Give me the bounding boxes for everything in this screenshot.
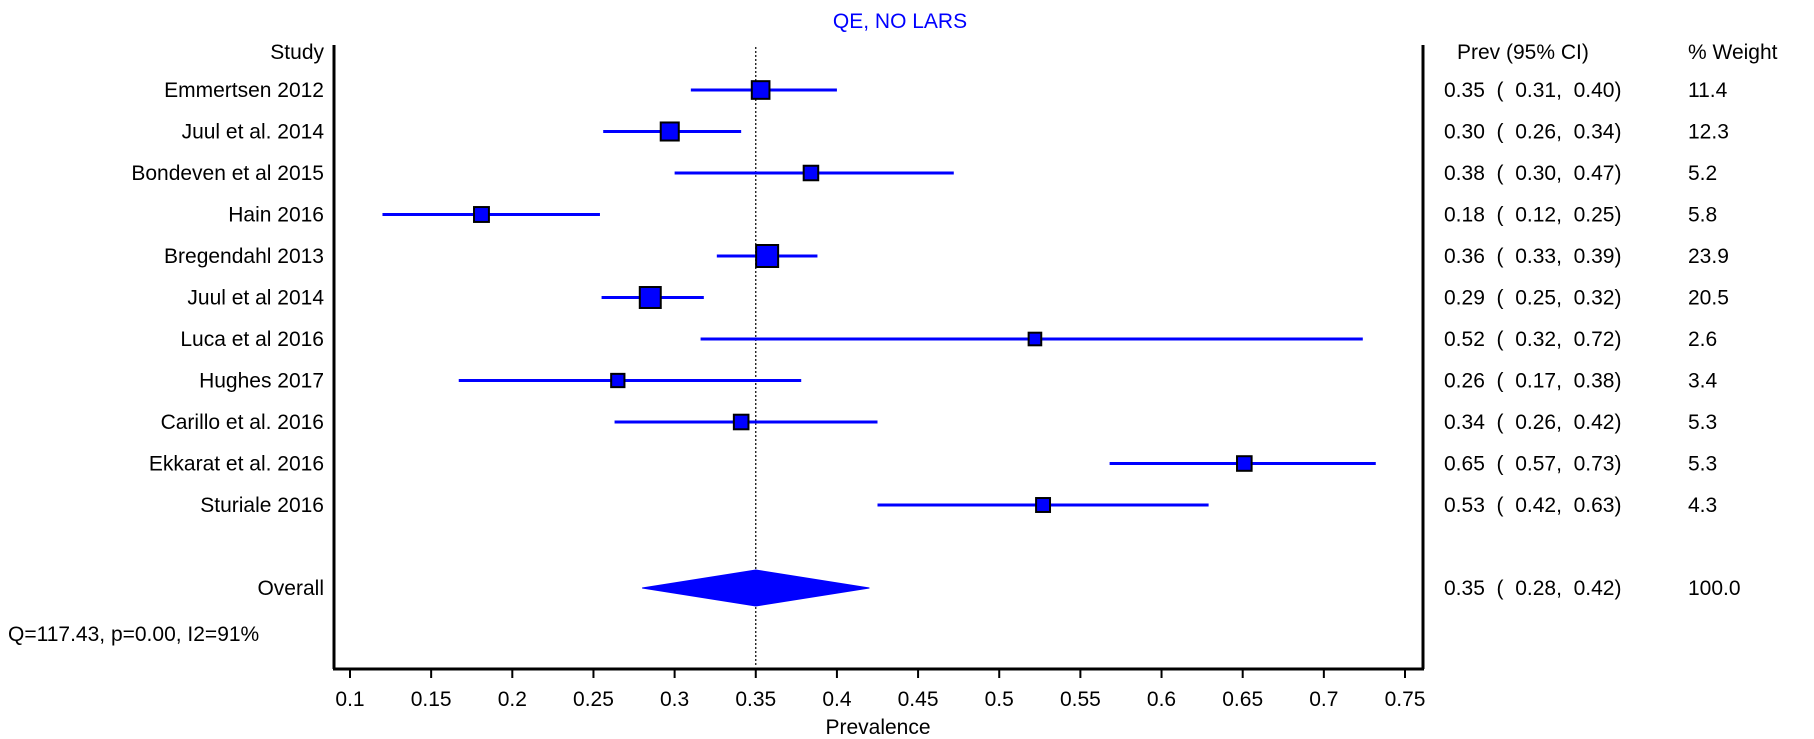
x-tick-label: 0.2 (498, 688, 527, 711)
weight-value: 11.4 (1688, 79, 1728, 102)
heterogeneity-statistic: Q=117.43, p=0.00, I2=91% (8, 623, 259, 646)
prevalence-ci-text: 0.29 ( 0.25, 0.32) (1444, 287, 1621, 310)
study-name: Sturiale 2016 (200, 494, 324, 517)
weight-value: 5.8 (1688, 204, 1717, 227)
study-row: Carillo et al. 2016 0.34 ( 0.26, 0.42) 5.3 (161, 411, 1718, 434)
study-row: Hain 2016 0.18 ( 0.12, 0.25) 5.8 (228, 204, 1717, 227)
study-name: Bregendahl 2013 (164, 245, 324, 268)
prevalence-ci-text: 0.18 ( 0.12, 0.25) (1444, 204, 1621, 227)
prevalence-ci-text: 0.53 ( 0.42, 0.63) (1444, 494, 1621, 517)
estimate-column-header: Prev (95% CI) (1457, 41, 1589, 64)
study-row: Emmertsen 2012 0.35 ( 0.31, 0.40) 11.4 (164, 79, 1728, 102)
point-estimate-marker (473, 206, 490, 223)
prevalence-ci-text: 0.36 ( 0.33, 0.39) (1444, 245, 1621, 268)
x-tick-label: 0.25 (573, 688, 614, 711)
overall-row: Overall 0.35 ( 0.28, 0.42) 100.0 (257, 569, 1741, 607)
point-estimate-marker (1027, 331, 1043, 347)
weight-value: 5.3 (1688, 411, 1717, 434)
x-axis-ticks: 0.1 0.15 0.2 0.25 0.3 0.35 0.4 0.45 0.5 0.55 0.6 0.… (335, 669, 1425, 711)
point-estimate-marker (732, 413, 750, 431)
study-row: Hughes 2017 0.26 ( 0.17, 0.38) 3.4 (199, 370, 1717, 393)
weight-value: 5.2 (1688, 162, 1717, 185)
prevalence-ci-text: 0.30 ( 0.26, 0.34) (1444, 121, 1621, 144)
study-row: Ekkarat et al. 2016 0.65 ( 0.57, 0.73) 5.3 (149, 453, 1717, 476)
study-row: Juul et al. 2014 0.30 ( 0.26, 0.34) 12.3 (182, 121, 1729, 144)
weight-value: 4.3 (1688, 494, 1717, 517)
study-row: Luca et al 2016 0.52 ( 0.32, 0.72) 2.6 (180, 328, 1717, 351)
prevalence-ci-text: 0.65 ( 0.57, 0.73) (1444, 453, 1621, 476)
study-name: Juul et al. 2014 (182, 121, 325, 144)
weight-column-header: % Weight (1688, 41, 1778, 64)
study-name: Luca et al 2016 (180, 328, 324, 351)
weight-value: 12.3 (1688, 121, 1729, 144)
point-estimate-marker (755, 244, 780, 268)
x-tick-label: 0.75 (1385, 688, 1426, 711)
weight-value: 20.5 (1688, 287, 1729, 310)
prevalence-ci-text: 0.26 ( 0.17, 0.38) (1444, 370, 1621, 393)
study-row: Bondeven et al 2015 0.38 ( 0.30, 0.47) 5.2 (131, 162, 1717, 185)
x-tick-label: 0.35 (735, 688, 776, 711)
x-axis-label: Prevalence (825, 716, 930, 739)
prevalence-ci-text: 0.34 ( 0.26, 0.42) (1444, 411, 1621, 434)
point-estimate-marker (802, 164, 820, 182)
weight-value: 2.6 (1688, 328, 1717, 351)
x-tick-label: 0.4 (822, 688, 852, 711)
x-tick-label: 0.7 (1309, 688, 1338, 711)
overall-prevalence-ci-text: 0.35 ( 0.28, 0.42) (1444, 577, 1621, 600)
x-tick-label: 0.1 (335, 688, 364, 711)
weight-value: 5.3 (1688, 453, 1717, 476)
x-tick-label: 0.3 (660, 688, 689, 711)
study-name: Carillo et al. 2016 (161, 411, 324, 434)
weight-value: 23.9 (1688, 245, 1729, 268)
x-tick-label: 0.45 (898, 688, 939, 711)
point-estimate-marker (1035, 497, 1052, 513)
prevalence-ci-text: 0.52 ( 0.32, 0.72) (1444, 328, 1621, 351)
study-name: Juul et al 2014 (187, 287, 324, 310)
study-row: Bregendahl 2013 0.36 ( 0.33, 0.39) 23.9 (164, 244, 1729, 268)
study-name: Hain 2016 (228, 204, 324, 227)
x-tick-label: 0.55 (1060, 688, 1101, 711)
overall-weight-value: 100.0 (1688, 577, 1741, 600)
x-tick-label: 0.15 (411, 688, 452, 711)
study-name: Emmertsen 2012 (164, 79, 324, 102)
x-tick-label: 0.6 (1147, 688, 1176, 711)
point-estimate-marker (1236, 455, 1253, 472)
weight-value: 3.4 (1688, 370, 1718, 393)
chart-title: QE, NO LARS (833, 10, 967, 33)
point-estimate-marker (638, 286, 662, 309)
overall-label: Overall (257, 577, 324, 600)
point-estimate-marker (610, 372, 626, 389)
x-tick-label: 0.5 (985, 688, 1014, 711)
point-estimate-marker (659, 121, 680, 142)
study-name: Hughes 2017 (199, 370, 324, 393)
overall-estimate-diamond (642, 569, 870, 607)
study-rows: Emmertsen 2012 0.35 ( 0.31, 0.40) 11.4 Juul… (131, 79, 1729, 517)
study-row: Sturiale 2016 0.53 ( 0.42, 0.63) 4.3 (200, 494, 1717, 517)
x-tick-label: 0.65 (1222, 688, 1263, 711)
study-name: Ekkarat et al. 2016 (149, 453, 324, 476)
prevalence-ci-text: 0.38 ( 0.30, 0.47) (1444, 162, 1621, 185)
study-row: Juul et al 2014 0.29 ( 0.25, 0.32) 20.5 (187, 286, 1729, 310)
point-estimate-marker (750, 80, 771, 100)
prevalence-ci-text: 0.35 ( 0.31, 0.40) (1444, 79, 1621, 102)
study-name: Bondeven et al 2015 (131, 162, 324, 185)
study-column-header: Study (270, 41, 324, 64)
